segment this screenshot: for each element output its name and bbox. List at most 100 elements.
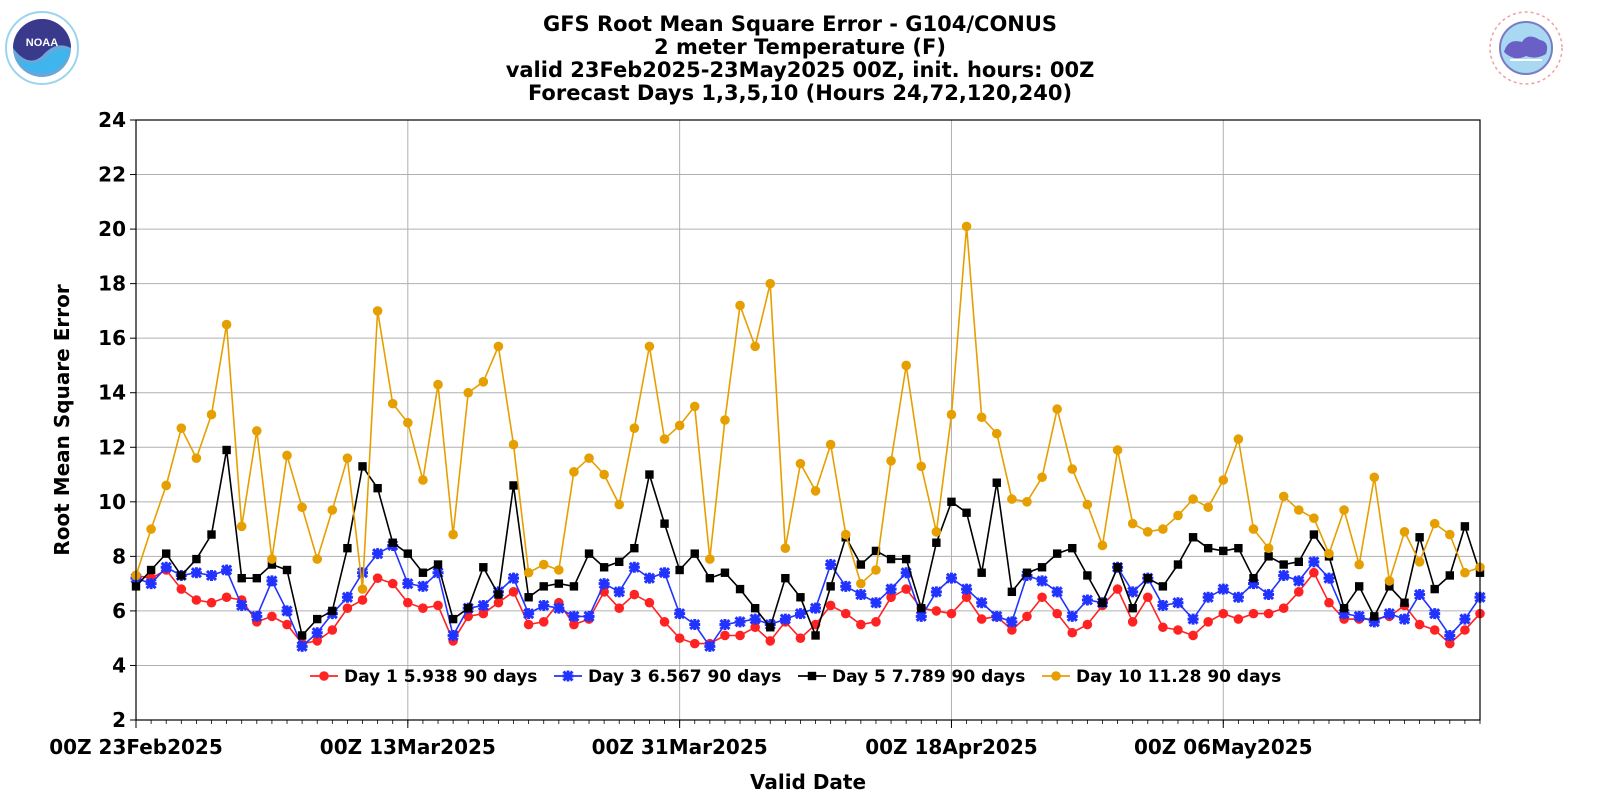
data-point xyxy=(342,453,353,463)
data-point xyxy=(372,548,384,560)
data-point xyxy=(644,341,655,352)
data-point xyxy=(809,602,822,614)
legend-label: Day 5 7.789 90 days xyxy=(832,667,1025,687)
data-point xyxy=(643,572,655,584)
data-point xyxy=(1157,599,1169,612)
data-point xyxy=(901,554,911,564)
legend-swatch-marker xyxy=(1051,671,1061,681)
data-point xyxy=(160,561,172,573)
data-point xyxy=(794,608,807,620)
data-point xyxy=(613,586,625,598)
data-point xyxy=(719,618,731,631)
data-point xyxy=(463,387,474,398)
data-point xyxy=(508,587,519,597)
data-point xyxy=(1187,613,1199,625)
data-point xyxy=(780,543,791,553)
data-point xyxy=(1398,613,1411,625)
data-point xyxy=(236,599,248,612)
data-point xyxy=(1459,613,1471,625)
data-point xyxy=(1067,464,1078,474)
data-point xyxy=(1036,575,1048,587)
data-point xyxy=(191,453,202,463)
data-point xyxy=(1203,502,1213,513)
data-point xyxy=(811,631,820,640)
data-point xyxy=(705,573,715,583)
data-point xyxy=(1052,549,1062,558)
data-point xyxy=(342,603,353,613)
data-point xyxy=(1037,472,1047,483)
data-point xyxy=(448,614,458,624)
legend-swatch-marker xyxy=(319,671,329,681)
data-point xyxy=(1052,608,1062,619)
data-point xyxy=(1278,491,1289,502)
data-point xyxy=(1218,475,1229,485)
data-point xyxy=(1384,576,1395,586)
data-point xyxy=(281,605,293,617)
data-point xyxy=(524,593,533,602)
data-point xyxy=(312,636,323,646)
data-point xyxy=(599,563,609,572)
data-point xyxy=(357,584,368,594)
data-point xyxy=(614,603,625,613)
legend-label: Day 1 5.938 90 days xyxy=(344,667,537,687)
data-point xyxy=(418,475,428,485)
data-point xyxy=(870,597,882,609)
data-point xyxy=(221,592,232,603)
data-point xyxy=(720,415,730,425)
data-point xyxy=(388,538,397,547)
data-point xyxy=(1113,563,1122,572)
y-tick-label: 24 xyxy=(98,108,126,132)
data-point xyxy=(659,434,670,444)
data-point xyxy=(177,571,186,580)
x-tick-label: 00Z 13Mar2025 xyxy=(320,735,496,759)
data-point xyxy=(1188,630,1198,641)
plot-frame xyxy=(135,119,1481,721)
data-point xyxy=(720,568,730,577)
data-point xyxy=(584,549,594,558)
data-point xyxy=(1444,638,1455,649)
legend-label: Day 10 11.28 90 days xyxy=(1076,667,1281,687)
data-point xyxy=(494,590,503,599)
data-point xyxy=(373,483,382,493)
data-point xyxy=(735,584,745,594)
data-point xyxy=(267,611,277,622)
data-point xyxy=(1383,608,1395,620)
data-point xyxy=(658,567,671,579)
data-point xyxy=(523,608,535,620)
data-point xyxy=(296,640,308,652)
data-point xyxy=(358,462,367,471)
data-point xyxy=(297,502,307,513)
data-point xyxy=(207,530,216,539)
data-point xyxy=(1082,499,1093,510)
data-point xyxy=(825,439,836,450)
data-point xyxy=(779,613,791,625)
data-point xyxy=(871,617,881,627)
data-point xyxy=(387,398,398,409)
x-tick-label: 00Z 31Mar2025 xyxy=(592,735,768,759)
noaa-logo-icon: NOAA xyxy=(5,11,79,85)
y-tick-label: 14 xyxy=(98,381,126,405)
data-point xyxy=(886,554,896,564)
data-point xyxy=(252,426,262,436)
data-point xyxy=(750,603,760,613)
data-point xyxy=(1293,505,1304,515)
data-point xyxy=(267,554,277,564)
data-point xyxy=(190,567,202,579)
data-point xyxy=(221,564,233,576)
data-point xyxy=(1293,575,1305,587)
data-point xyxy=(614,499,625,510)
data-point xyxy=(479,563,488,572)
data-point xyxy=(976,614,987,624)
data-point xyxy=(1142,527,1153,537)
data-point xyxy=(343,543,352,553)
y-axis-label: Root Mean Square Error xyxy=(50,284,74,556)
data-point xyxy=(237,573,246,583)
y-tick-label: 18 xyxy=(98,272,126,296)
data-point xyxy=(991,428,1002,439)
data-point xyxy=(1248,524,1259,534)
data-point xyxy=(433,560,443,569)
data-point xyxy=(1385,582,1394,591)
data-point xyxy=(509,481,518,490)
